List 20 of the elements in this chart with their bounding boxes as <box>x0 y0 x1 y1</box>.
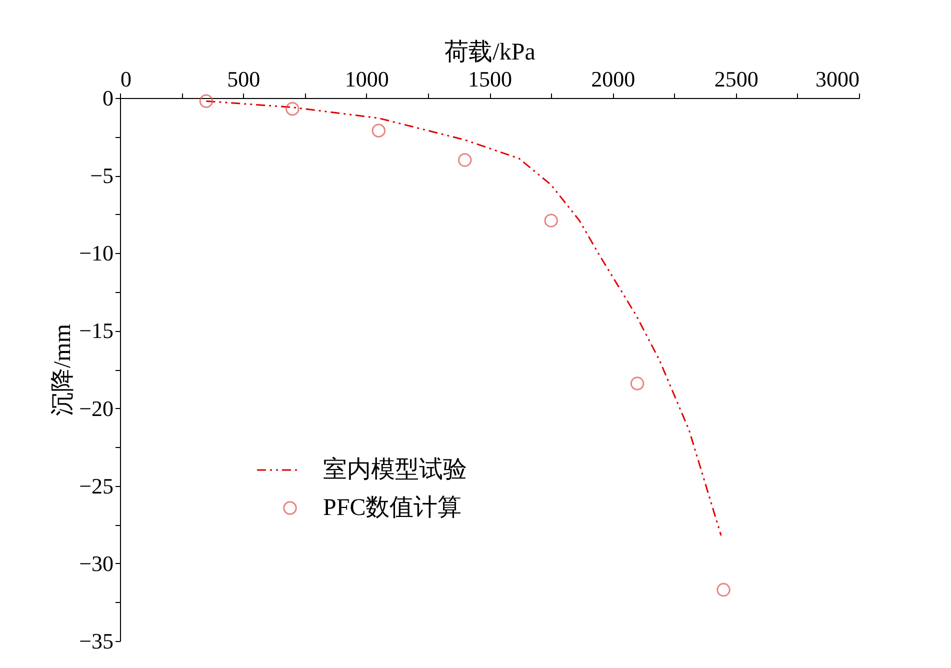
line-series <box>205 100 722 536</box>
x-axis-title: 荷载/kPa <box>444 40 536 66</box>
x-tick-label: 2000 <box>591 66 636 92</box>
y-tick-label: −5 <box>90 163 114 188</box>
y-tick-label: 0 <box>102 86 114 110</box>
y-tick-label: −20 <box>79 396 114 421</box>
x-tick-label: 1500 <box>468 66 512 92</box>
legend-label: 室内模型试验 <box>323 456 467 483</box>
y-tick-label: −35 <box>79 628 114 654</box>
x-tick-label: 2500 <box>714 66 758 92</box>
y-tick-label: −30 <box>79 550 114 576</box>
x-tick-label: 500 <box>227 66 260 92</box>
y-tick-label: −25 <box>79 473 114 498</box>
y-axis-title: 沉降/mm <box>50 324 76 416</box>
y-tick-label: −10 <box>79 240 114 266</box>
y-tick-label: −15 <box>79 318 114 344</box>
legend-label: PFC数值计算 <box>323 495 462 521</box>
x-tick-label: 3000 <box>816 66 860 92</box>
x-tick-label: 1000 <box>344 66 389 92</box>
x-tick-label: 0 <box>120 66 132 92</box>
